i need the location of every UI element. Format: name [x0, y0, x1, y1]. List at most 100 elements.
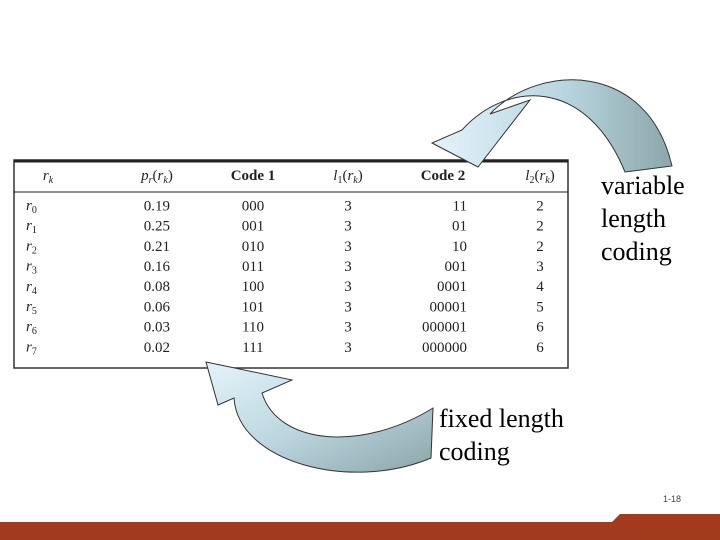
table-cell: 6 [536, 340, 544, 356]
header-cell: rk [43, 168, 54, 186]
header-text: r [347, 168, 353, 184]
table-cell: 0.06 [144, 299, 171, 315]
header-text: r [43, 168, 49, 184]
header-text: Code 2 [421, 168, 466, 184]
footer-bar [0, 514, 720, 540]
header-text: k [163, 175, 168, 186]
table-cell: 0.02 [144, 340, 170, 356]
table-cell: 3 [344, 279, 352, 295]
symbol: r [26, 219, 32, 235]
table-cell: 4 [536, 279, 544, 295]
symbol-index: 2 [32, 246, 37, 257]
header-cell: Code 1 [231, 168, 276, 184]
header-text: Code 1 [231, 168, 276, 184]
annotations: variable length coding fixed length coding [439, 171, 685, 466]
symbol: r [26, 340, 32, 356]
table-cell: 0.16 [144, 259, 171, 275]
table-cell: r7 [26, 340, 37, 358]
symbol: r [26, 299, 32, 315]
table-cell: r4 [26, 279, 37, 297]
table-cell: 10 [452, 239, 467, 255]
annotation-variable: length [601, 204, 666, 233]
header-text: ( [342, 168, 347, 184]
table-cell: r5 [26, 299, 37, 317]
table-cell: 0.19 [144, 198, 170, 214]
table-cell: 001 [445, 259, 468, 275]
table-cell: 3 [344, 320, 352, 336]
header-text: ( [534, 168, 539, 184]
header-text: 1 [337, 175, 342, 186]
table-cell: 01 [452, 219, 467, 235]
table-cell: 000001 [422, 320, 467, 336]
table-frame [13, 159, 569, 369]
table-cell: 3 [344, 219, 352, 235]
symbol-index: 6 [32, 326, 37, 337]
annotation-fixed: coding [439, 437, 510, 466]
header-cell: l1(rk) [333, 168, 362, 186]
table: rk pr(rk) Code 1 l1(rk) Code 2 l2(rk)r0 0.19 00… [26, 168, 555, 357]
header-text: ) [168, 168, 173, 184]
header-text: l [525, 168, 529, 184]
table-cell: 3 [344, 239, 352, 255]
table-cell: 011 [242, 259, 264, 275]
arrow-fixed [205, 361, 434, 473]
symbol-index: 3 [32, 266, 37, 277]
header-cell: l2(rk) [525, 168, 554, 186]
table-cell: 11 [453, 198, 467, 214]
table-cell: 2 [536, 198, 544, 214]
table-cell: 010 [242, 239, 265, 255]
header-text: ) [358, 168, 363, 184]
header-cell: pr(rk) [140, 168, 173, 186]
symbol: r [26, 279, 32, 295]
table-cell: r2 [26, 239, 37, 257]
header-text: ( [153, 168, 158, 184]
symbol: r [26, 320, 32, 336]
table-cell: 101 [242, 299, 265, 315]
header-text: p [140, 168, 149, 184]
header-text: ) [550, 168, 555, 184]
table-cell: 6 [536, 320, 544, 336]
table-cell: 3 [344, 299, 352, 315]
table-cell: r3 [26, 259, 37, 277]
symbol-index: 5 [32, 306, 37, 317]
table-cell: r0 [26, 198, 37, 216]
page-number: 1-18 [663, 494, 681, 504]
annotation-variable: variable [601, 171, 685, 200]
header-text: l [333, 168, 337, 184]
table-cell: 3 [344, 259, 352, 275]
table-cell: 2 [536, 239, 544, 255]
arrow-variable [430, 79, 673, 173]
symbol-index: 0 [32, 205, 37, 216]
symbol-index: 1 [32, 225, 37, 236]
table-cell: 110 [242, 320, 264, 336]
table-cell: 000000 [422, 340, 467, 356]
header-text: r [539, 168, 545, 184]
table-cell: 0.21 [144, 239, 170, 255]
table-cell: 2 [536, 219, 544, 235]
header-text: 2 [529, 175, 534, 186]
symbol: r [26, 259, 32, 275]
table-cell: r6 [26, 320, 37, 338]
table-cell: 0.08 [144, 279, 170, 295]
header-cell: Code 2 [421, 168, 466, 184]
header-text: r [158, 168, 164, 184]
header-text: k [353, 175, 358, 186]
table-cell: 111 [242, 340, 263, 356]
symbol-index: 7 [32, 347, 37, 358]
header-text: r [149, 175, 153, 186]
table-cell: 3 [344, 340, 352, 356]
table-cell: 100 [242, 279, 265, 295]
symbol: r [26, 239, 32, 255]
table-cell: 3 [536, 259, 544, 275]
table-cell: 001 [242, 219, 265, 235]
table-cell: 000 [242, 198, 265, 214]
table-cell: 00001 [430, 299, 468, 315]
annotation-variable: coding [601, 237, 672, 266]
table-cell: 0.03 [144, 320, 170, 336]
table-cell: 3 [344, 198, 352, 214]
symbol: r [26, 198, 32, 214]
table-cell: 0.25 [144, 219, 170, 235]
table-cell: 0001 [437, 279, 467, 295]
